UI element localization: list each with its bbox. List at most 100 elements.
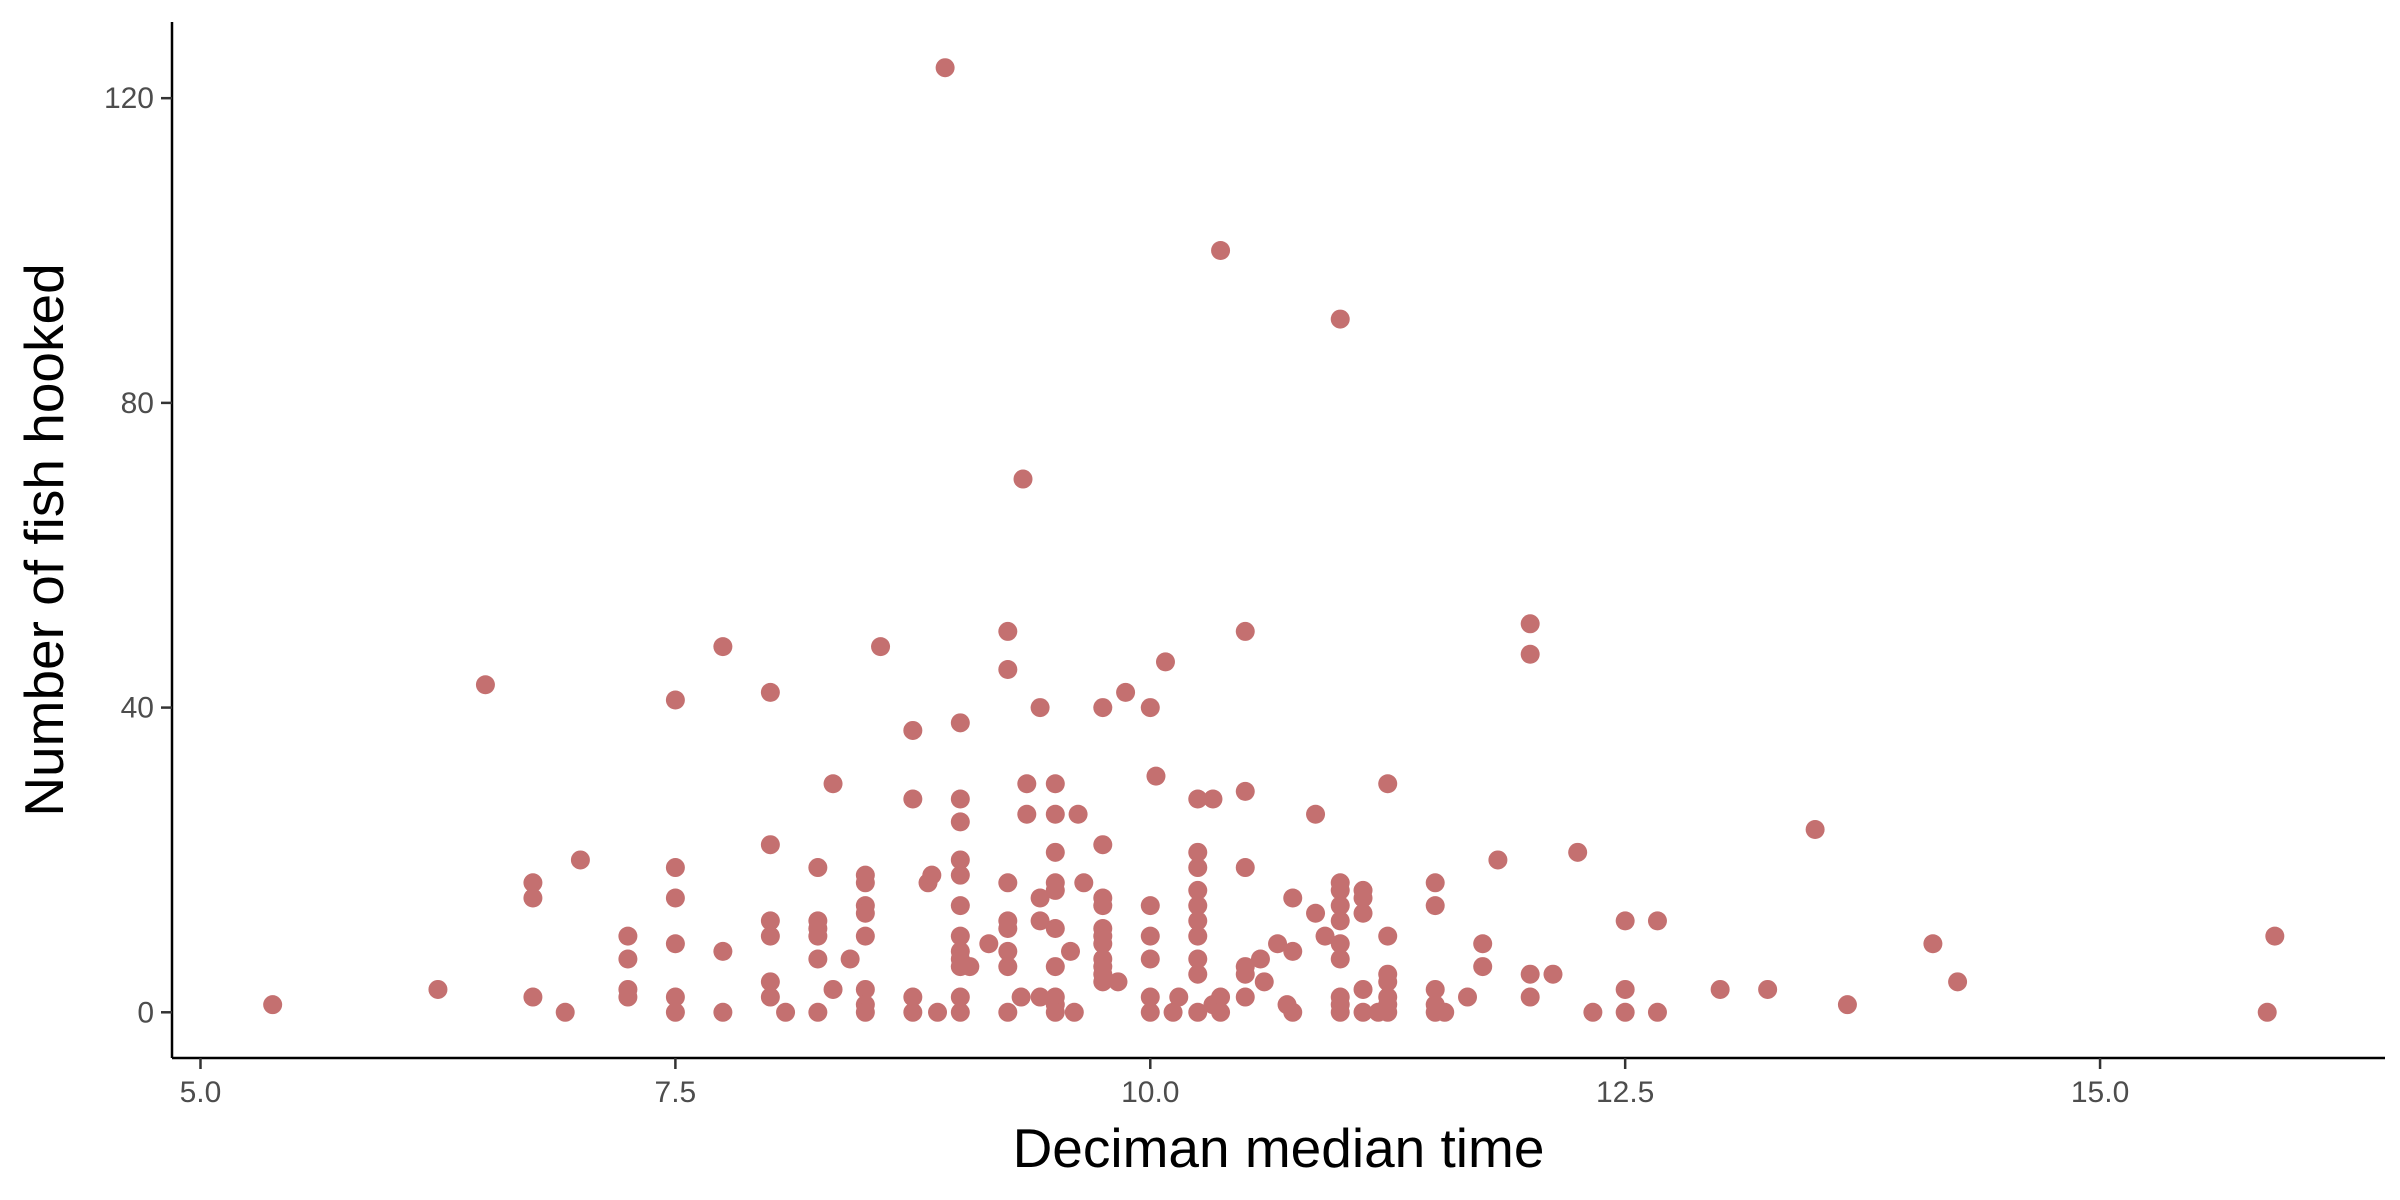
x-tick-label: 15.0 — [2071, 1076, 2129, 1109]
data-point — [1188, 842, 1208, 862]
data-point — [1615, 979, 1635, 999]
data-point — [1805, 819, 1825, 839]
data-point — [950, 1002, 970, 1022]
data-point — [1568, 842, 1588, 862]
data-point — [776, 1002, 796, 1022]
data-point — [713, 1002, 733, 1022]
data-point — [760, 926, 780, 946]
data-point — [1188, 949, 1208, 969]
data-point — [1093, 972, 1113, 992]
data-point — [1353, 979, 1373, 999]
data-point — [1330, 949, 1350, 969]
data-point — [1837, 995, 1857, 1015]
data-point — [808, 926, 828, 946]
data-point — [1315, 926, 1335, 946]
data-point — [1353, 903, 1373, 923]
data-point — [903, 1002, 923, 1022]
x-tick-label: 10.0 — [1121, 1076, 1179, 1109]
data-point — [823, 979, 843, 999]
data-point — [1140, 698, 1160, 718]
data-point — [1093, 896, 1113, 916]
data-point — [1093, 835, 1113, 855]
x-tick-label: 5.0 — [180, 1076, 222, 1109]
data-point — [1017, 804, 1037, 824]
data-point — [1030, 888, 1050, 908]
data-point — [1473, 934, 1493, 954]
data-point — [1140, 926, 1160, 946]
data-point — [1045, 774, 1065, 794]
data-point — [1458, 987, 1478, 1007]
data-point — [928, 1002, 948, 1022]
data-point — [1013, 469, 1033, 489]
data-point — [950, 987, 970, 1007]
data-point — [998, 1002, 1018, 1022]
data-point — [618, 926, 638, 946]
data-point — [555, 1002, 575, 1022]
data-point — [1155, 652, 1175, 672]
data-point — [1188, 926, 1208, 946]
data-point — [1306, 903, 1326, 923]
data-point — [1030, 698, 1050, 718]
data-point — [1163, 1002, 1183, 1022]
data-point — [1948, 972, 1968, 992]
data-point — [475, 675, 495, 695]
data-point — [1520, 987, 1540, 1007]
data-point — [1188, 880, 1208, 900]
x-axis-title: Deciman median time — [1013, 1117, 1545, 1179]
data-point — [1330, 911, 1350, 931]
data-point — [1425, 873, 1445, 893]
data-point — [1211, 1002, 1231, 1022]
data-point — [1283, 1002, 1303, 1022]
y-axis-title: Number of fish hooked — [13, 263, 75, 816]
data-point — [1425, 979, 1445, 999]
data-point — [760, 911, 780, 931]
data-point — [1425, 896, 1445, 916]
data-point — [1211, 241, 1231, 261]
data-point — [823, 774, 843, 794]
data-point — [760, 972, 780, 992]
data-point — [713, 941, 733, 961]
y-tick-label: 80 — [121, 387, 154, 420]
data-point — [1203, 789, 1223, 809]
y-tick-label: 120 — [104, 82, 154, 115]
data-point — [1378, 972, 1398, 992]
data-point — [1068, 804, 1088, 824]
data-point — [1758, 979, 1778, 999]
data-point — [950, 713, 970, 733]
data-point — [1093, 698, 1113, 718]
data-point — [855, 926, 875, 946]
axes-layer — [170, 22, 2385, 1060]
data-point — [935, 58, 955, 78]
data-point — [570, 850, 590, 870]
data-point — [1615, 911, 1635, 931]
data-point — [1188, 896, 1208, 916]
data-point — [1064, 1002, 1084, 1022]
data-point — [523, 888, 543, 908]
data-point — [1108, 972, 1128, 992]
data-point — [1543, 964, 1563, 984]
data-point — [665, 858, 685, 878]
data-point — [903, 720, 923, 740]
data-point — [808, 949, 828, 969]
data-point — [1140, 896, 1160, 916]
data-point — [760, 987, 780, 1007]
ticks-layer: 5.0 7.5 10.0 12.5 15.0 0 40 80 120 — [104, 82, 2129, 1109]
data-point — [1647, 911, 1667, 931]
data-point — [960, 957, 980, 977]
data-point — [665, 888, 685, 908]
data-point — [1045, 880, 1065, 900]
data-point — [855, 873, 875, 893]
data-point — [1435, 1002, 1455, 1022]
data-point — [1330, 880, 1350, 900]
data-point — [1710, 979, 1730, 999]
data-point — [1353, 888, 1373, 908]
data-point — [998, 941, 1018, 961]
data-point — [618, 987, 638, 1007]
data-point — [1306, 804, 1326, 824]
data-point — [1140, 949, 1160, 969]
data-point — [1378, 1002, 1398, 1022]
data-point — [950, 850, 970, 870]
data-point — [1045, 957, 1065, 977]
data-point — [1045, 804, 1065, 824]
data-point — [1188, 858, 1208, 878]
